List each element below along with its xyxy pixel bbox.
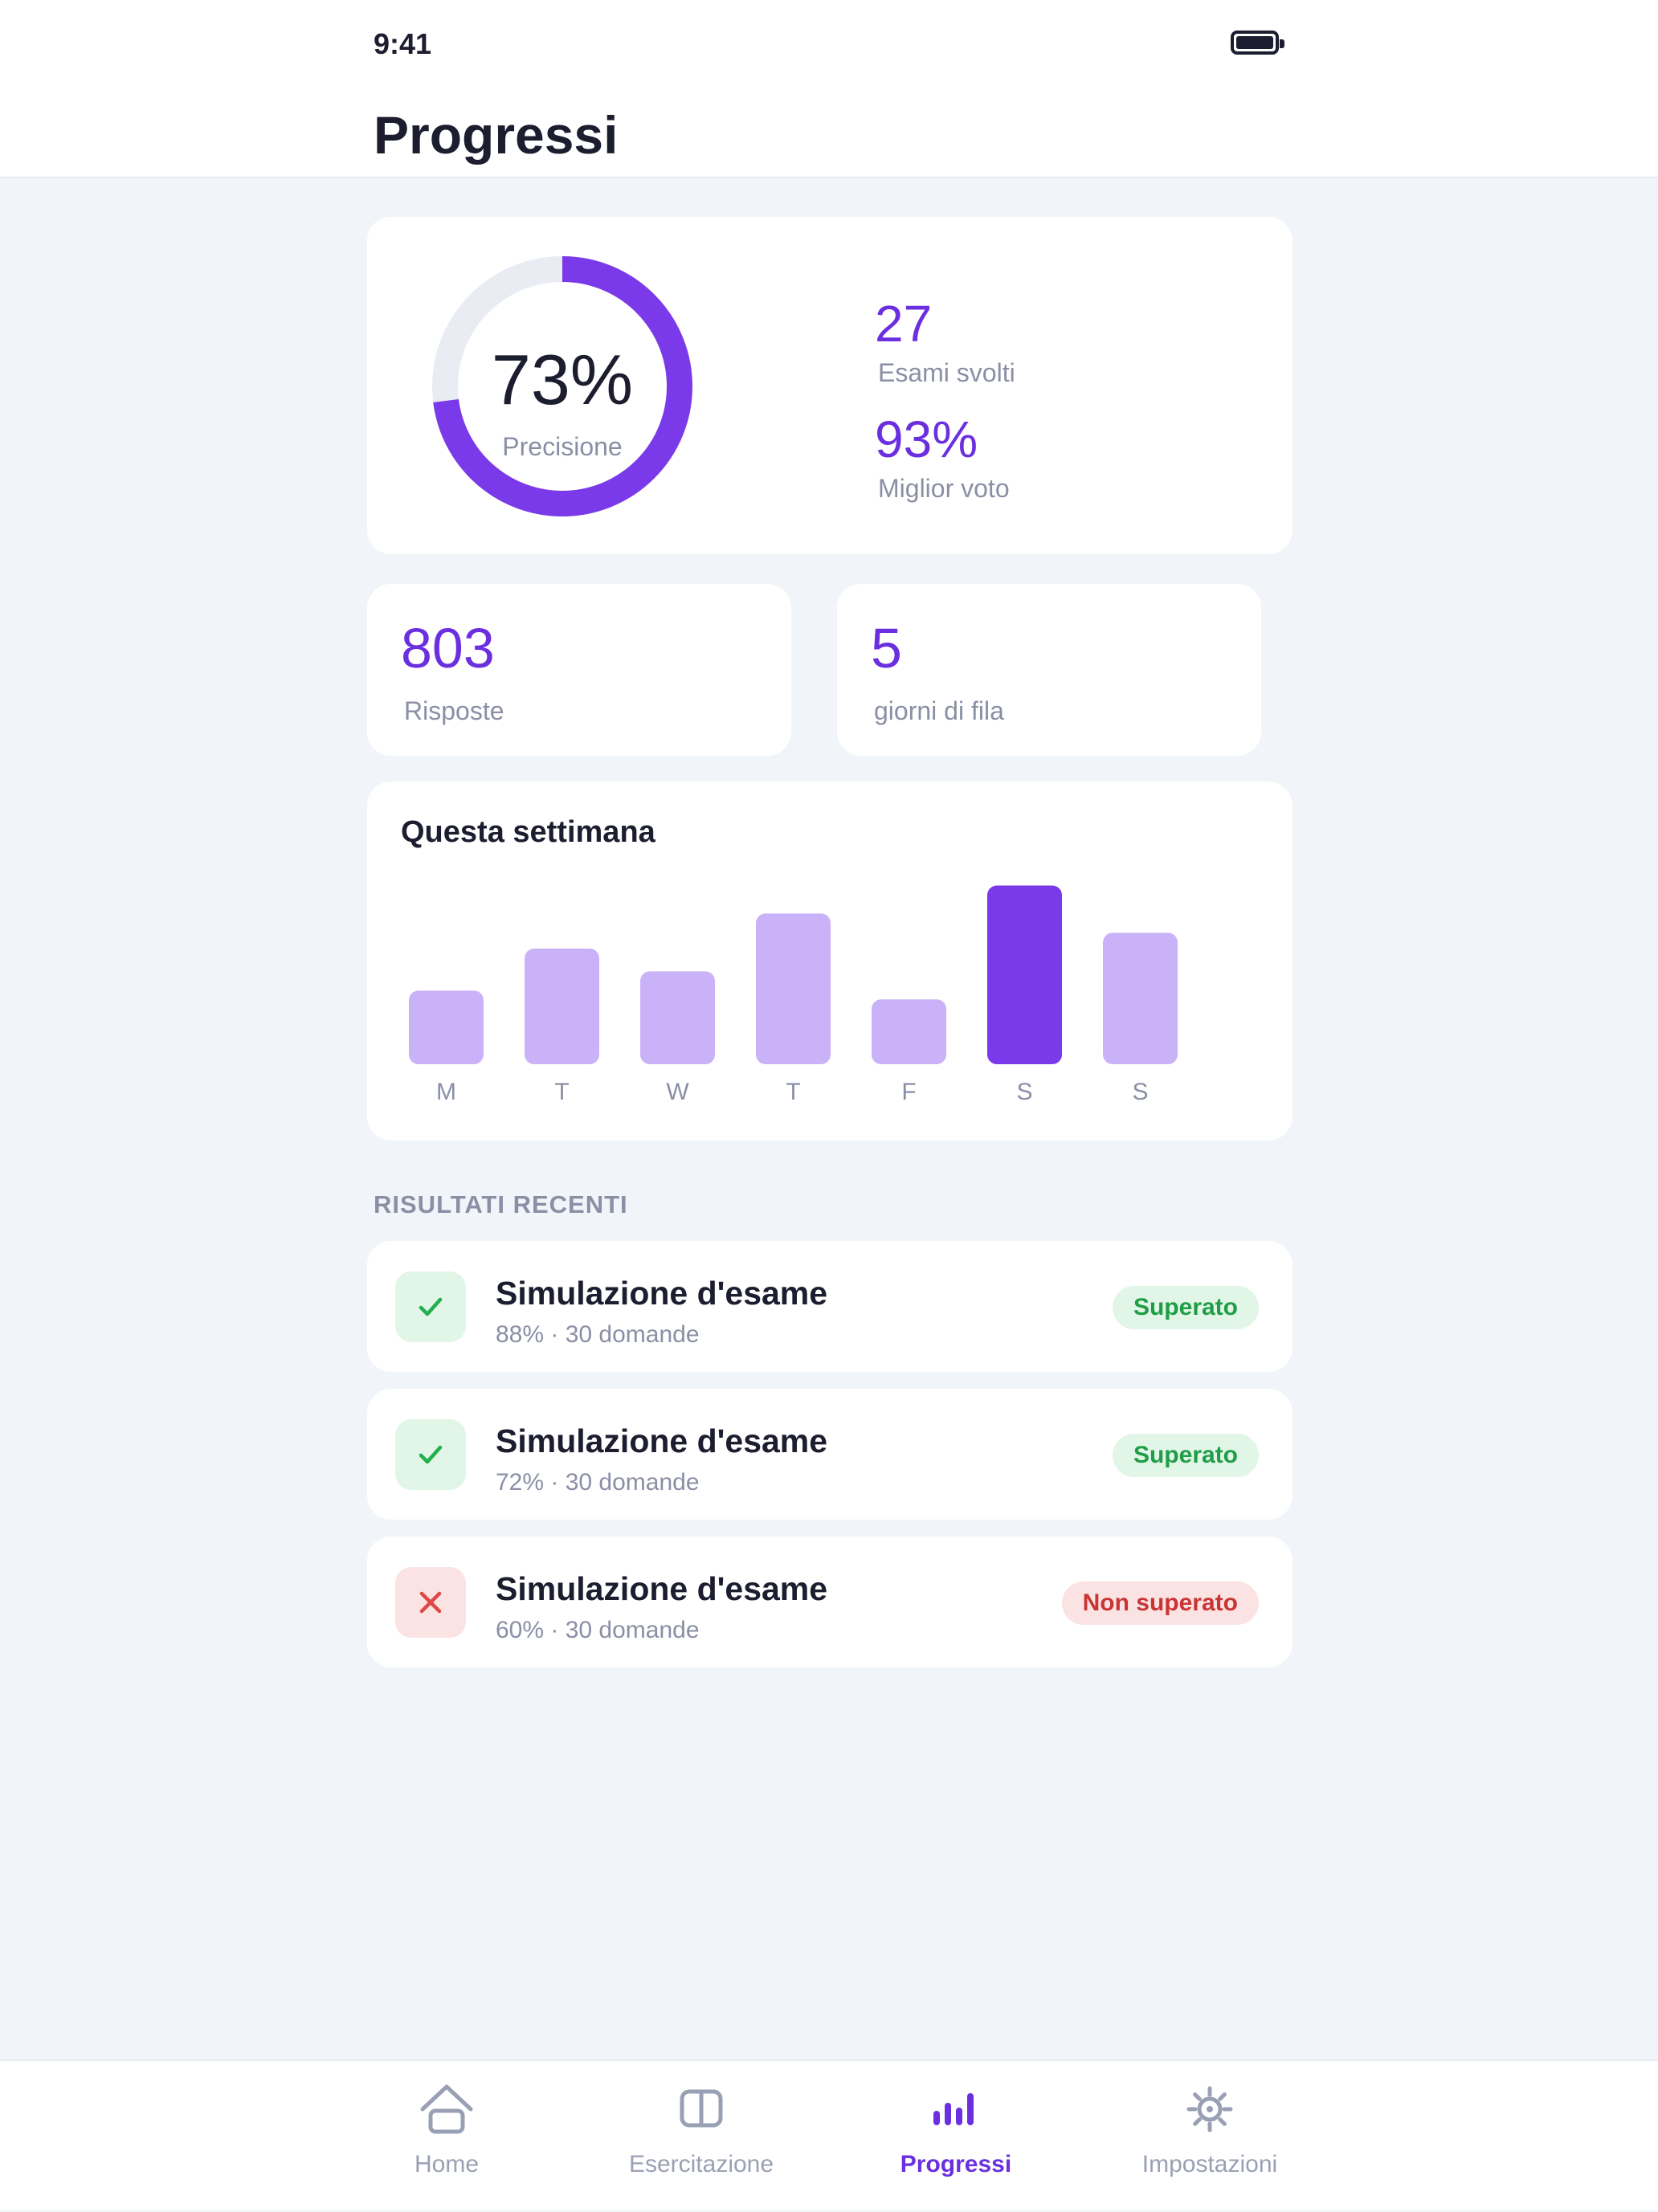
summary-card: 73% Precisione 27 Esami svolti 93% Migli… (367, 217, 1293, 554)
result-title: Simulazione d'esame (496, 1422, 828, 1459)
result-row[interactable]: Simulazione d'esame 60% · 30 domande Non… (367, 1537, 1293, 1667)
chart-x-label: W (666, 1079, 689, 1105)
tab-exercise-label: Esercitazione (628, 2151, 774, 2177)
exams-value: 27 (875, 295, 933, 353)
chart-x-label: T (554, 1079, 569, 1105)
result-title: Simulazione d'esame (496, 1570, 828, 1607)
accuracy-ring (432, 256, 692, 516)
result-subtitle: 88% · 30 domande (496, 1321, 700, 1348)
status-badge: Superato (1112, 1434, 1259, 1477)
status-badge: Non superato (1061, 1581, 1259, 1625)
chart-bar-4 (872, 999, 946, 1064)
tab-progress-label: Progressi (900, 2151, 1012, 2177)
recent-results-heading: RISULTATI RECENTI (374, 1190, 628, 1218)
best-score-value: 93% (875, 410, 978, 468)
chart-bar-2 (640, 971, 715, 1064)
book-icon (573, 2080, 830, 2138)
gear-icon (1081, 2080, 1338, 2138)
streak-value: 5 (871, 617, 902, 680)
chart-bar-1 (525, 949, 599, 1064)
result-title: Simulazione d'esame (496, 1275, 828, 1312)
accuracy-value: 73% (491, 340, 634, 419)
tab-settings[interactable]: Impostazioni (1081, 2061, 1338, 2212)
chart-bar-5 (987, 885, 1062, 1064)
tab-bar: Home Esercitazione Progressi (0, 2059, 1658, 2210)
answers-label: Risposte (404, 696, 504, 725)
check-icon (395, 1271, 466, 1342)
bar-chart-icon (827, 2080, 1084, 2138)
result-row[interactable]: Simulazione d'esame 72% · 30 domande Sup… (367, 1389, 1293, 1520)
chart-bar-6 (1103, 933, 1178, 1064)
best-score-label: Miglior voto (878, 474, 1010, 503)
status-badge: Superato (1112, 1286, 1259, 1329)
tab-progress[interactable]: Progressi (827, 2061, 1084, 2212)
chart-title: Questa settimana (401, 815, 655, 849)
result-subtitle: 60% · 30 domande (496, 1617, 700, 1643)
status-time: 9:41 (374, 27, 432, 60)
close-icon (395, 1567, 466, 1638)
accuracy-label: Precisione (502, 432, 623, 461)
answers-value: 803 (401, 617, 495, 680)
chart-bar-0 (409, 990, 484, 1064)
tab-settings-label: Impostazioni (1141, 2151, 1278, 2177)
home-icon (318, 2080, 575, 2138)
chart-x-label: S (1132, 1079, 1148, 1105)
streak-card: 5 giorni di fila (837, 584, 1261, 756)
streak-label: giorni di fila (874, 696, 1004, 725)
battery-icon (1231, 31, 1284, 55)
tab-home-label: Home (414, 2151, 480, 2177)
result-row[interactable]: Simulazione d'esame 88% · 30 domande Sup… (367, 1241, 1293, 1372)
page-title: Progressi (374, 105, 619, 165)
accuracy-ring-progress (432, 256, 692, 516)
chart-x-label: T (786, 1079, 800, 1105)
check-icon (395, 1419, 466, 1490)
chart-x-label: F (901, 1079, 916, 1105)
header: 9:41 Progressi (0, 0, 1658, 178)
chart-bar-3 (756, 913, 831, 1064)
result-subtitle: 72% · 30 domande (496, 1469, 700, 1496)
exams-label: Esami svolti (878, 358, 1015, 387)
answers-card: 803 Risposte (367, 584, 791, 756)
chart-x-label: S (1016, 1079, 1032, 1105)
tab-home[interactable]: Home (318, 2061, 575, 2212)
tab-exercise[interactable]: Esercitazione (573, 2061, 830, 2212)
weekly-chart-card: Questa settimana M T W T F S S (367, 782, 1293, 1141)
chart-x-label: M (436, 1079, 456, 1105)
